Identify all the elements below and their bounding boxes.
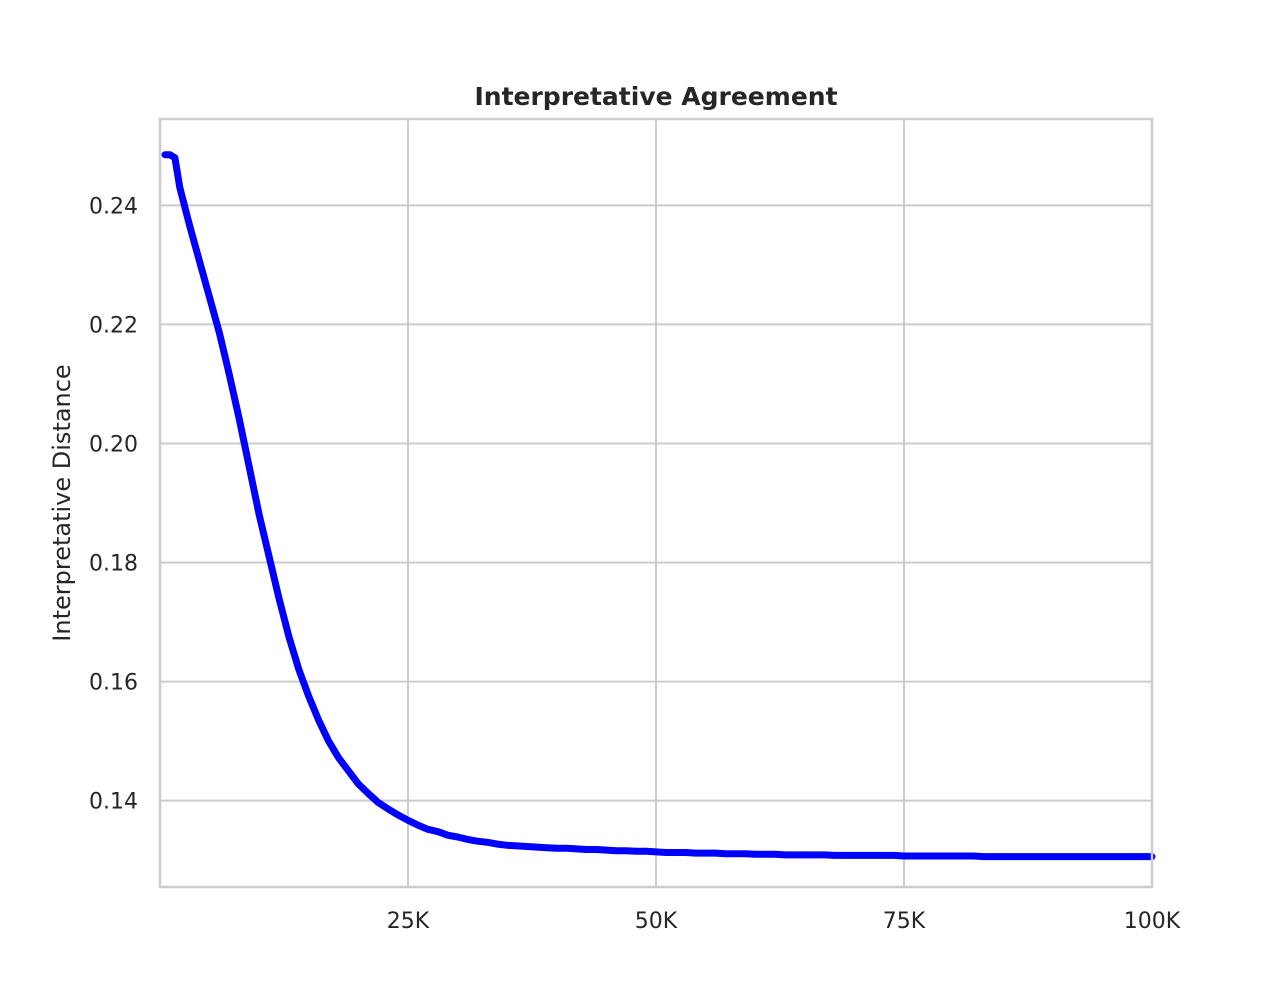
y-tick-label: 0.24 <box>89 194 138 219</box>
series-layer <box>161 151 1156 861</box>
plot-frame <box>158 117 1154 889</box>
y-tick-label: 0.20 <box>89 432 138 457</box>
y-tick-labels: 0.14 0.16 0.18 0.20 0.22 0.24 <box>89 194 138 814</box>
x-tick-label: 25K <box>387 909 430 934</box>
x-tick-label: 50K <box>635 909 678 934</box>
y-tick-label: 0.16 <box>89 671 138 696</box>
grid <box>160 119 1153 887</box>
x-tick-label: 100K <box>1124 909 1181 934</box>
x-tick-labels: 25K 50K 75K 100K <box>387 909 1181 934</box>
chart-title: Interpretative Agreement <box>474 82 837 111</box>
y-tick-label: 0.14 <box>89 790 138 815</box>
y-axis-label: Interpretative Distance <box>48 364 76 641</box>
x-tick-label: 75K <box>883 909 926 934</box>
y-tick-label: 0.18 <box>89 552 138 577</box>
series-line <box>161 151 1156 861</box>
y-tick-label: 0.22 <box>89 313 138 338</box>
